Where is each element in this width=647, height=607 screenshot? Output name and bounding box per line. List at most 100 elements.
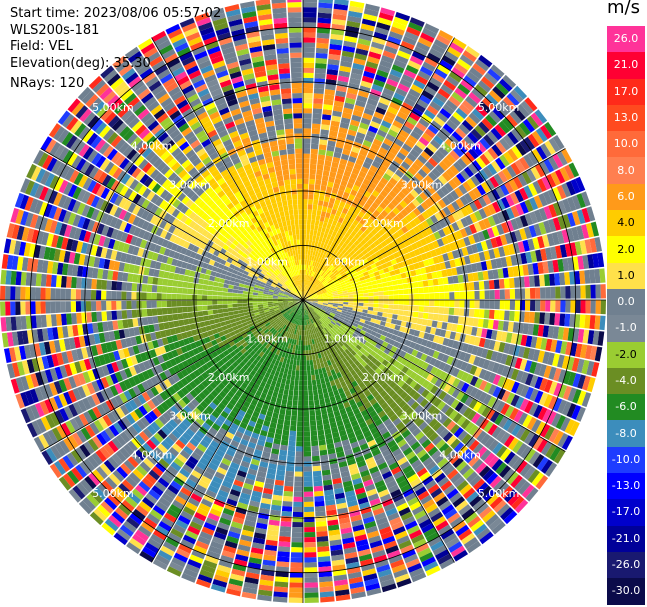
velocity-gate — [504, 289, 511, 299]
velocity-gate — [355, 455, 365, 464]
velocity-gate — [314, 309, 319, 314]
velocity-gate — [338, 333, 345, 340]
velocity-gate — [310, 306, 315, 311]
velocity-gate — [487, 396, 497, 408]
velocity-gate — [203, 559, 218, 569]
velocity-gate — [314, 286, 319, 291]
velocity-gate — [333, 105, 343, 113]
velocity-gate — [332, 203, 339, 211]
velocity-gate — [398, 129, 410, 139]
velocity-gate — [275, 566, 289, 573]
velocity-gate — [299, 365, 303, 371]
velocity-gate — [384, 237, 392, 245]
velocity-gate — [254, 480, 265, 488]
velocity-gate — [467, 273, 474, 282]
velocity-gate — [362, 271, 369, 277]
velocity-gate — [386, 457, 397, 467]
velocity-gate — [221, 480, 233, 489]
velocity-gate — [374, 261, 382, 267]
velocity-gate — [515, 383, 525, 396]
velocity-gate — [540, 441, 553, 456]
velocity-gate — [319, 285, 325, 289]
velocity-gate — [303, 259, 305, 265]
velocity-gate — [392, 329, 400, 336]
velocity-gate — [453, 476, 466, 488]
velocity-gate — [450, 399, 460, 410]
velocity-gate — [285, 342, 289, 349]
velocity-gate — [250, 458, 260, 466]
velocity-gate — [534, 275, 540, 287]
velocity-gate — [309, 307, 314, 312]
velocity-gate — [451, 67, 466, 79]
velocity-gate — [298, 385, 303, 391]
velocity-gate — [343, 277, 350, 282]
velocity-gate — [353, 366, 361, 374]
velocity-gate — [395, 169, 405, 178]
velocity-gate — [338, 70, 351, 78]
velocity-gate — [349, 266, 356, 272]
velocity-gate — [208, 427, 218, 436]
velocity-gate — [498, 278, 505, 289]
velocity-gate — [518, 187, 529, 201]
velocity-gate — [345, 253, 352, 260]
velocity-gate — [432, 256, 440, 265]
velocity-gate — [399, 460, 411, 471]
velocity-gate — [258, 584, 273, 592]
velocity-gate — [341, 219, 349, 226]
velocity-gate — [464, 363, 473, 374]
velocity-gate — [452, 146, 464, 158]
velocity-gate — [419, 191, 429, 201]
velocity-gate — [370, 357, 378, 364]
velocity-gate — [286, 315, 291, 320]
velocity-gate — [324, 275, 330, 280]
velocity-gate — [367, 269, 374, 275]
velocity-gate — [337, 189, 345, 197]
velocity-gate — [462, 316, 469, 326]
velocity-gate — [319, 398, 326, 405]
velocity-gate — [534, 390, 544, 404]
velocity-gate — [313, 480, 323, 487]
velocity-gate — [305, 269, 308, 276]
velocity-gate — [324, 494, 335, 501]
velocity-gate — [565, 300, 571, 313]
velocity-gate — [301, 330, 303, 336]
velocity-gate — [472, 498, 486, 512]
velocity-gate — [401, 217, 409, 226]
velocity-gate — [373, 31, 388, 41]
velocity-gate — [377, 193, 386, 202]
velocity-gate — [276, 469, 286, 476]
velocity-gate — [360, 315, 367, 320]
velocity-gate — [266, 378, 273, 385]
velocity-gate — [384, 385, 393, 394]
velocity-gate — [310, 148, 319, 155]
velocity-gate — [328, 417, 336, 424]
velocity-gate — [421, 132, 433, 143]
velocity-gate — [329, 171, 337, 178]
velocity-gate — [185, 459, 196, 470]
velocity-gate — [350, 403, 359, 411]
velocity-gate — [201, 564, 216, 574]
velocity-gate — [400, 544, 414, 555]
velocity-gate — [528, 433, 540, 448]
velocity-gate — [296, 431, 303, 437]
velocity-gate — [337, 252, 344, 259]
velocity-gate — [333, 325, 339, 331]
velocity-gate — [597, 331, 605, 346]
velocity-gate — [316, 281, 321, 286]
velocity-gate — [510, 254, 518, 266]
velocity-gate — [356, 284, 363, 289]
velocity-gate — [392, 120, 404, 129]
velocity-gate — [360, 80, 373, 89]
velocity-gate — [330, 28, 345, 36]
velocity-gate — [294, 313, 298, 319]
velocity-gate — [312, 260, 316, 267]
velocity-gate — [422, 456, 434, 467]
velocity-gate — [307, 275, 310, 281]
velocity-gate — [377, 307, 384, 313]
velocity-gate — [307, 314, 311, 320]
velocity-gate — [347, 410, 355, 418]
velocity-gate — [250, 547, 264, 555]
velocity-gate — [529, 388, 539, 402]
velocity-gate — [499, 100, 513, 114]
velocity-gate — [292, 323, 296, 329]
